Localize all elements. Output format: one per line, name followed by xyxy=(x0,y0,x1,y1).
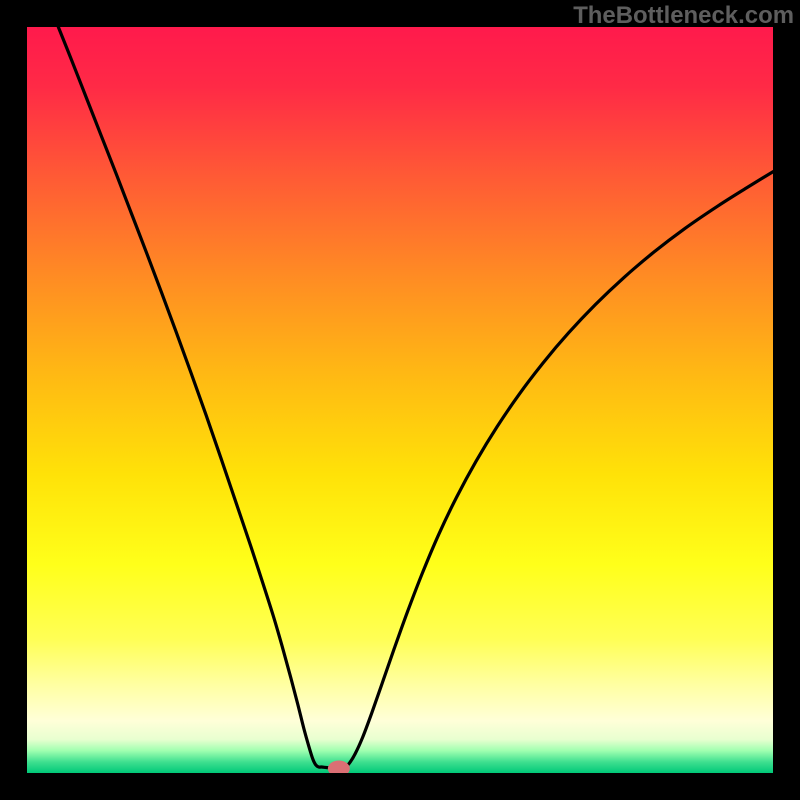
chart-container: TheBottleneck.com xyxy=(0,0,800,800)
plot-area xyxy=(27,27,773,773)
chart-svg xyxy=(27,27,773,773)
gradient-background xyxy=(27,27,773,773)
watermark-text: TheBottleneck.com xyxy=(573,2,794,30)
